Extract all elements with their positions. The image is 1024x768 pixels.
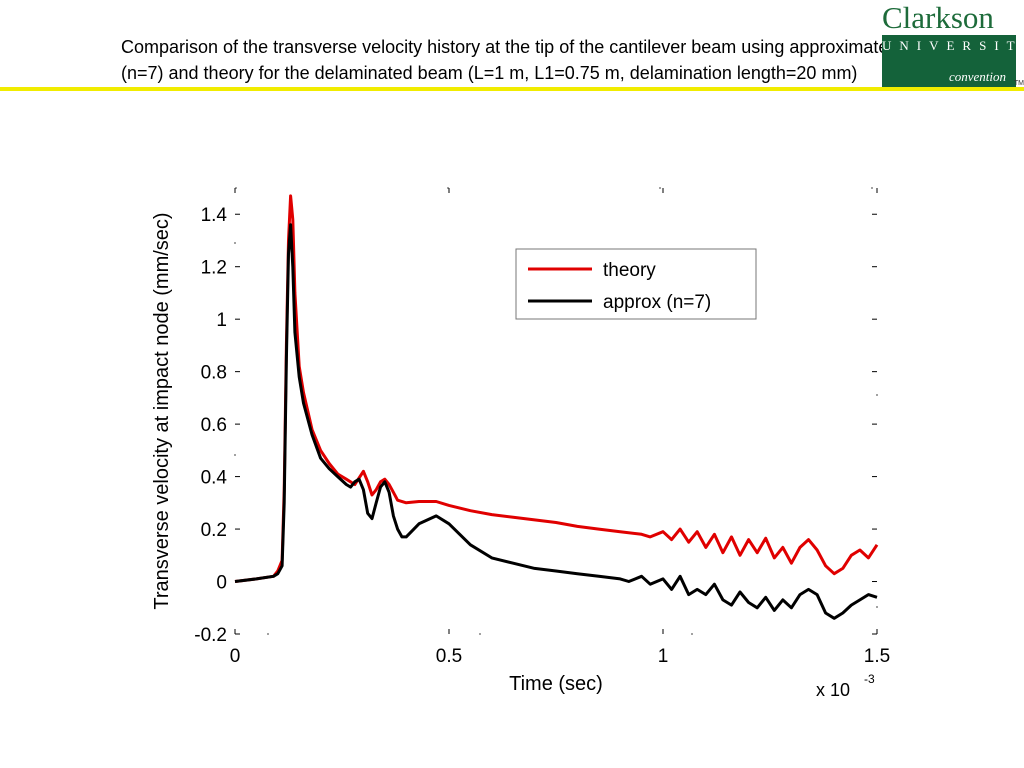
slide-caption: Comparison of the transverse velocity hi… xyxy=(121,37,943,83)
logo-banner: UNIVERSITY convention xyxy=(882,35,1024,87)
x-tick-label: 0 xyxy=(230,646,241,667)
x-axis-label: Time (sec) xyxy=(509,673,603,695)
logo-tm: TM xyxy=(1013,80,1024,87)
x-multiplier-exponent: -3 xyxy=(864,672,875,686)
y-tick-label: 1.4 xyxy=(201,205,228,226)
y-tick-label: -0.2 xyxy=(194,625,227,646)
y-tick-label: 0.8 xyxy=(201,363,227,384)
logo-subword: UNIVERSITY xyxy=(882,38,1024,53)
y-tick-label: 0.2 xyxy=(201,520,227,541)
y-tick-label: 0.4 xyxy=(201,468,228,489)
series-line-approx xyxy=(234,223,878,620)
x-tick-label: 1.5 xyxy=(864,646,890,667)
header-rule xyxy=(0,87,1024,91)
logo-tagline: convention xyxy=(948,69,1006,84)
x-tick-label: 1 xyxy=(658,646,669,667)
legend-entry: theory xyxy=(603,260,656,281)
x-tick-label: 0.5 xyxy=(436,646,462,667)
y-tick-label: 1 xyxy=(216,310,227,331)
x-multiplier-label: x 10 xyxy=(816,680,850,700)
logo-wordmark: Clarkson xyxy=(882,0,994,35)
legend-box xyxy=(515,248,757,320)
y-tick-label: 0 xyxy=(216,573,227,594)
y-tick-label: 0.6 xyxy=(201,415,227,436)
y-tick-label: 1.2 xyxy=(201,258,227,279)
legend-entry: approx (n=7) xyxy=(603,292,711,313)
y-axis-label: Transverse velocity at impact node (mm/s… xyxy=(151,212,173,609)
clarkson-logo: Clarkson UNIVERSITY convention TM xyxy=(880,0,1024,90)
